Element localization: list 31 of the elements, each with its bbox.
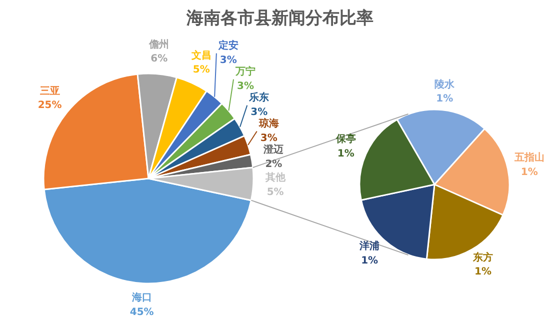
slice-label: 海口 bbox=[130, 292, 152, 304]
slice-label: 五指山 bbox=[513, 152, 544, 164]
slice-label: 三亚 bbox=[40, 86, 60, 97]
slice-label: 琼海 bbox=[258, 118, 279, 130]
slice-label: 乐东 bbox=[248, 92, 270, 104]
slice-label: 儋州 bbox=[148, 38, 170, 50]
data-label: 2% bbox=[265, 158, 282, 170]
slice-label: 文昌 bbox=[190, 49, 212, 62]
slice-label: 澄迈 bbox=[262, 144, 284, 156]
slice-label: 保亭 bbox=[334, 133, 356, 146]
data-label: 5% bbox=[266, 186, 284, 198]
data-label: 6% bbox=[150, 54, 168, 65]
data-label: 1% bbox=[474, 266, 492, 278]
data-label: 25% bbox=[38, 100, 62, 112]
data-label: 3% bbox=[220, 54, 237, 66]
data-label: 1% bbox=[436, 94, 454, 105]
data-label: 3% bbox=[250, 106, 268, 118]
data-label: 5% bbox=[192, 64, 210, 76]
data-label: 3% bbox=[237, 80, 254, 92]
chart-title: 海南各市县新闻分布比率 bbox=[186, 8, 374, 28]
data-label: 1% bbox=[361, 255, 378, 266]
data-label: 1% bbox=[520, 166, 538, 178]
slice-label: 东方 bbox=[472, 251, 493, 264]
data-label: 45% bbox=[130, 306, 154, 318]
slice-label: 洋浦 bbox=[358, 240, 380, 252]
slice-label: 万宁 bbox=[234, 66, 256, 78]
slice-label: 定安 bbox=[217, 40, 238, 52]
slice-label: 其他 bbox=[264, 171, 286, 184]
slice-label: 陵水 bbox=[434, 78, 456, 90]
data-label: 3% bbox=[260, 132, 278, 144]
data-label: 1% bbox=[337, 148, 354, 160]
